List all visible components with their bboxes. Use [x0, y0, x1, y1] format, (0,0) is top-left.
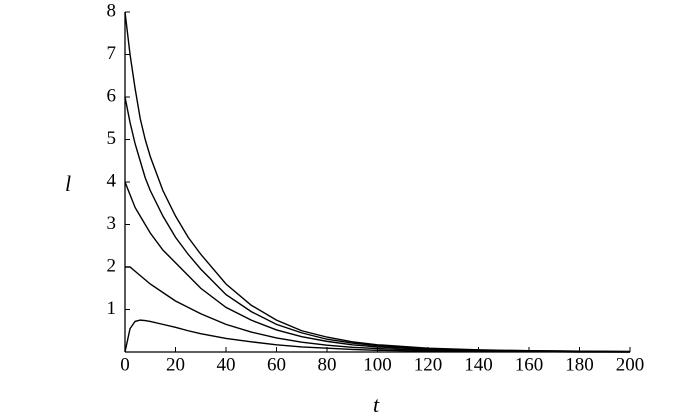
y-tick-label: 1: [107, 298, 117, 319]
line-series: [125, 266, 631, 353]
line-series: [124, 11, 631, 353]
x-tick-label: 140: [464, 354, 493, 375]
x-tick-label: 100: [363, 354, 392, 375]
line-series: [124, 319, 630, 353]
x-tick-label: 20: [166, 354, 185, 375]
x-tick-label: 200: [616, 354, 645, 375]
y-tick-label: 4: [107, 170, 117, 191]
x-tick-label: 60: [267, 354, 286, 375]
y-tick-label: 3: [107, 213, 117, 234]
y-tick-label: 2: [107, 255, 117, 276]
x-tick-label: 120: [414, 354, 443, 375]
y-tick-label: 5: [107, 128, 117, 149]
x-tick-label: 0: [120, 354, 130, 375]
y-axis-label: l: [65, 171, 71, 196]
x-tick-label: 40: [217, 354, 236, 375]
x-tick-label: 80: [318, 354, 337, 375]
y-tick-label: 8: [107, 0, 117, 21]
y-tick-label: 7: [107, 43, 117, 64]
x-tick-label: 180: [565, 354, 594, 375]
y-tick-label: 6: [107, 85, 117, 106]
x-axis-label: t: [373, 392, 380, 417]
line-series: [124, 181, 630, 353]
x-tick-label: 160: [515, 354, 544, 375]
